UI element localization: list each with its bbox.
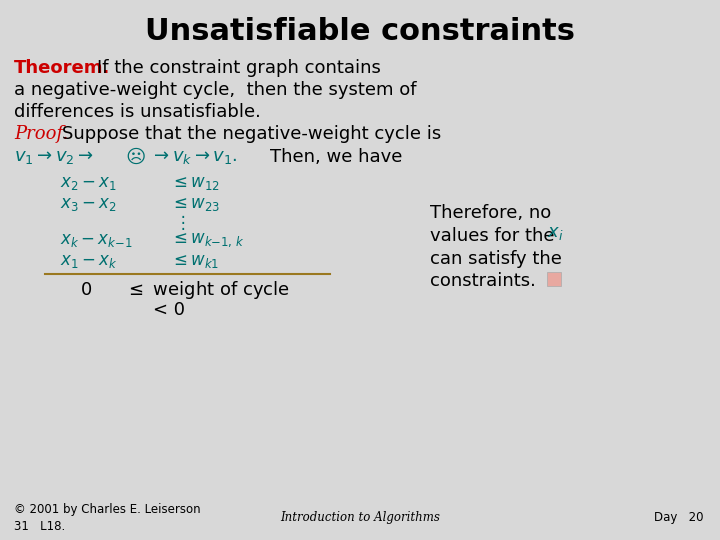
Text: $\vdots$: $\vdots$ bbox=[174, 213, 185, 232]
Text: $x_i$: $x_i$ bbox=[547, 224, 564, 242]
Text: 31   L18.: 31 L18. bbox=[14, 519, 66, 532]
Text: $\leq w_{k1}$: $\leq w_{k1}$ bbox=[170, 252, 219, 270]
Text: $\leq w_{k\mathit{-}1,\,k}$: $\leq w_{k\mathit{-}1,\,k}$ bbox=[170, 231, 245, 249]
Text: $v_1 \rightarrow v_2 \rightarrow$: $v_1 \rightarrow v_2 \rightarrow$ bbox=[14, 148, 94, 166]
Text: © 2001 by Charles E. Leiserson: © 2001 by Charles E. Leiserson bbox=[14, 503, 201, 516]
Text: Therefore, no: Therefore, no bbox=[430, 204, 552, 222]
Text: Unsatisfiable constraints: Unsatisfiable constraints bbox=[145, 17, 575, 46]
Text: Theorem.: Theorem. bbox=[14, 59, 110, 77]
Text: $0$: $0$ bbox=[80, 281, 92, 299]
Text: Proof.: Proof. bbox=[14, 125, 68, 143]
Text: Suppose that the negative-weight cycle is: Suppose that the negative-weight cycle i… bbox=[62, 125, 441, 143]
FancyBboxPatch shape bbox=[547, 272, 561, 286]
Text: $x_3 - x_2$: $x_3 - x_2$ bbox=[60, 195, 117, 213]
Text: constraints.: constraints. bbox=[430, 272, 536, 290]
Text: < 0: < 0 bbox=[153, 301, 185, 319]
Text: Day   20: Day 20 bbox=[654, 511, 704, 524]
Text: Introduction to Algorithms: Introduction to Algorithms bbox=[280, 511, 440, 524]
Text: differences is unsatisfiable.: differences is unsatisfiable. bbox=[14, 103, 261, 121]
Text: Then, we have: Then, we have bbox=[270, 148, 402, 166]
Text: $\leq w_{12}$: $\leq w_{12}$ bbox=[170, 174, 220, 192]
Text: values for the: values for the bbox=[430, 227, 560, 245]
Text: $\leq$ weight of cycle: $\leq$ weight of cycle bbox=[125, 279, 290, 301]
Text: $\leq w_{23}$: $\leq w_{23}$ bbox=[170, 195, 220, 213]
Text: can satisfy the: can satisfy the bbox=[430, 250, 562, 268]
Text: a negative-weight cycle,  then the system of: a negative-weight cycle, then the system… bbox=[14, 81, 416, 99]
Text: $x_1 - x_k$: $x_1 - x_k$ bbox=[60, 252, 117, 270]
Text: $x_k - x_{k\mathit{-}1}$: $x_k - x_{k\mathit{-}1}$ bbox=[60, 231, 132, 249]
Text: If the constraint graph contains: If the constraint graph contains bbox=[97, 59, 381, 77]
Text: $\rightarrow v_k \rightarrow v_1.$: $\rightarrow v_k \rightarrow v_1.$ bbox=[150, 148, 238, 166]
Text: ☹: ☹ bbox=[126, 147, 146, 166]
Text: $x_2 - x_1$: $x_2 - x_1$ bbox=[60, 174, 117, 192]
